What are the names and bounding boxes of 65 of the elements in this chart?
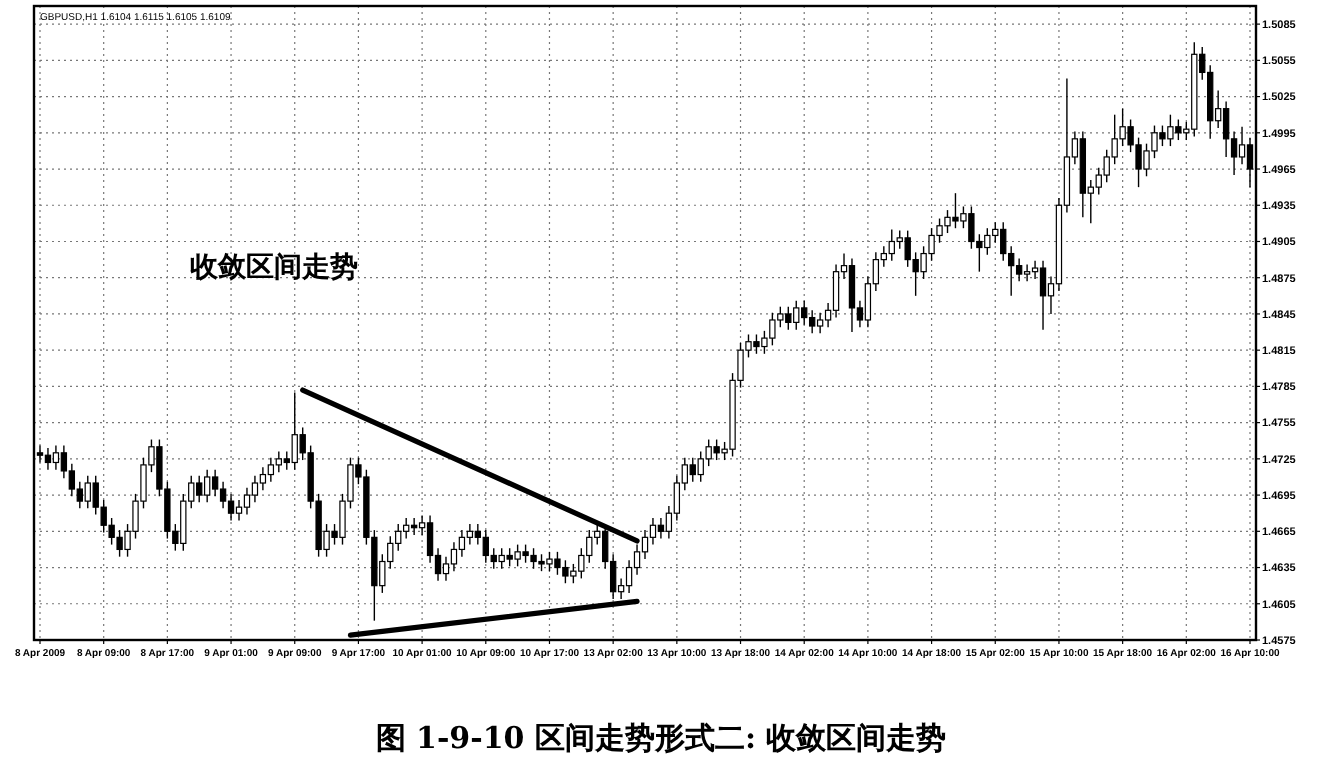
candlestick bbox=[44, 447, 52, 471]
annotation: 收敛区间走势 bbox=[190, 252, 358, 284]
candlestick bbox=[1039, 260, 1047, 331]
candlestick bbox=[514, 543, 521, 568]
candlestick bbox=[848, 257, 856, 333]
candlestick bbox=[275, 450, 282, 473]
candlestick bbox=[697, 450, 704, 483]
candlestick bbox=[506, 547, 513, 568]
candlestick bbox=[235, 499, 243, 522]
candlestick bbox=[84, 475, 91, 510]
candlestick bbox=[442, 555, 450, 582]
candlestick bbox=[227, 493, 235, 522]
candlestick bbox=[466, 523, 474, 546]
candlestick bbox=[1238, 126, 1246, 165]
candlestick bbox=[482, 529, 489, 564]
candlestick bbox=[1015, 257, 1023, 283]
candlestick bbox=[944, 209, 951, 234]
candlestick bbox=[530, 547, 537, 570]
text: 图 1-9-10 区间走势形式二: 收敛区间走势 bbox=[375, 720, 947, 756]
candlestick bbox=[769, 312, 776, 347]
candlestick bbox=[832, 263, 840, 319]
candlestick bbox=[785, 306, 792, 331]
candlestick bbox=[458, 529, 466, 558]
candlestick bbox=[1159, 124, 1166, 147]
candlestick bbox=[713, 438, 720, 461]
candlestick bbox=[657, 517, 665, 540]
candlestick bbox=[570, 563, 577, 584]
candlestick bbox=[219, 481, 227, 510]
candlestick bbox=[801, 299, 808, 326]
candlestick bbox=[968, 205, 975, 250]
candlestick bbox=[888, 228, 895, 262]
candlestick bbox=[808, 309, 816, 334]
candlestick bbox=[498, 547, 505, 570]
candlestick bbox=[267, 456, 275, 483]
candlestick bbox=[793, 299, 800, 331]
candlestick bbox=[904, 229, 911, 268]
candlestick bbox=[203, 469, 211, 504]
candlestick bbox=[625, 559, 633, 594]
candlestick bbox=[403, 517, 410, 540]
candlestick bbox=[689, 456, 696, 483]
candlestick bbox=[259, 466, 267, 491]
candlestick bbox=[649, 517, 657, 546]
candlestick bbox=[816, 312, 824, 334]
candlestick bbox=[1000, 221, 1007, 262]
candlestick bbox=[243, 487, 251, 516]
candlestick bbox=[251, 475, 259, 504]
candlestick bbox=[984, 227, 991, 256]
candlestick bbox=[116, 529, 123, 558]
candlestick bbox=[450, 541, 458, 572]
candlestick bbox=[952, 192, 959, 229]
candlestick bbox=[546, 551, 553, 572]
candlestick bbox=[52, 444, 60, 471]
candlestick bbox=[522, 543, 529, 564]
candlestick bbox=[211, 469, 219, 497]
candlestick bbox=[554, 551, 561, 576]
candlestick bbox=[1167, 113, 1174, 147]
candlestick bbox=[1023, 263, 1031, 283]
candlestick bbox=[586, 529, 593, 564]
candlestick bbox=[196, 475, 203, 504]
candlestick bbox=[753, 333, 760, 355]
candlestick bbox=[291, 391, 298, 471]
candlestick bbox=[1175, 118, 1182, 141]
candlestick bbox=[705, 438, 712, 467]
candlestick bbox=[562, 559, 569, 584]
candlestick bbox=[1222, 100, 1230, 158]
